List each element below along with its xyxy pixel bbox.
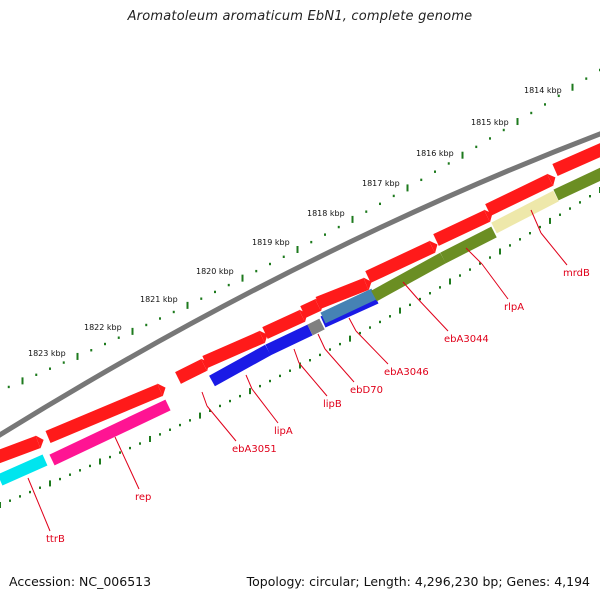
gene-arrow-head xyxy=(429,240,438,254)
label-leader-line xyxy=(120,449,140,490)
reverse-gene xyxy=(371,252,446,302)
gene-features xyxy=(0,143,600,486)
scale-label: 1823 kbp xyxy=(28,349,66,358)
label-leader-line xyxy=(293,348,300,364)
reverse-gene xyxy=(307,318,325,336)
gene-label: lipB xyxy=(323,399,342,410)
forward-gene xyxy=(202,331,265,368)
gene-label: rep xyxy=(135,492,151,503)
forward-gene xyxy=(365,241,435,283)
gene-arrow-head xyxy=(157,383,166,397)
forward-gene xyxy=(0,435,41,464)
label-leader-line xyxy=(416,297,449,332)
forward-gene xyxy=(485,174,553,216)
reverse-gene xyxy=(0,454,48,486)
reverse-gene xyxy=(440,226,497,264)
label-leader-line xyxy=(465,247,483,265)
label-leader-line xyxy=(251,388,279,424)
gene-arrow-head xyxy=(363,277,372,291)
gene-label: rlpA xyxy=(504,302,524,313)
label-leader-line xyxy=(317,333,326,350)
label-leader-line xyxy=(206,405,237,442)
scale-label: 1820 kbp xyxy=(196,267,234,276)
reverse-gene xyxy=(553,167,600,201)
scale-ticks xyxy=(0,68,600,508)
label-leader-line xyxy=(27,477,34,491)
scale-labels: 1814 kbp 1815 kbp 1816 kbp 1817 kbp 1818 kbp… xyxy=(28,86,562,358)
reverse-gene xyxy=(491,190,559,234)
gene-label: ttrB xyxy=(46,534,65,545)
scale-label: 1816 kbp xyxy=(416,149,454,158)
gene-label: ebA3044 xyxy=(444,334,489,345)
reverse-gene xyxy=(49,399,171,466)
scale-label: 1814 kbp xyxy=(524,86,562,95)
scale-label: 1821 kbp xyxy=(140,295,178,304)
forward-gene xyxy=(300,299,321,318)
label-leader-line xyxy=(348,317,357,332)
label-leader-line xyxy=(201,391,208,407)
accession-text: Accession: NC_006513 xyxy=(9,574,152,589)
gene-label: lipA xyxy=(274,426,293,437)
gene-arrow-head xyxy=(35,435,44,449)
gene-label: mrdB xyxy=(563,268,590,279)
forward-gene xyxy=(175,359,207,384)
label-leader-line xyxy=(245,374,253,390)
label-leader-line xyxy=(530,209,542,234)
gene-label: ebD70 xyxy=(350,385,383,396)
gene-label: ebA3051 xyxy=(232,444,277,455)
forward-gene xyxy=(552,143,600,176)
reverse-gene xyxy=(320,288,377,324)
genome-backbone xyxy=(0,131,600,438)
forward-gene xyxy=(262,310,305,339)
forward-gene xyxy=(315,277,369,310)
forward-gene xyxy=(45,384,163,443)
label-leader-line xyxy=(481,263,509,300)
scale-label: 1815 kbp xyxy=(471,118,509,127)
forward-gene xyxy=(433,210,490,246)
gene-arrow-head xyxy=(546,173,556,187)
genome-summary-text: Topology: circular; Length: 4,296,230 bp… xyxy=(246,574,590,589)
map-title: Aromatoleum aromaticum EbN1, complete ge… xyxy=(127,9,473,24)
label-leader-line xyxy=(298,362,328,397)
scale-label: 1819 kbp xyxy=(252,238,290,247)
label-leader-line xyxy=(355,330,389,365)
label-leader-line xyxy=(324,348,355,383)
scale-label: 1818 kbp xyxy=(307,209,345,218)
label-leaders xyxy=(27,209,568,532)
label-leader-line xyxy=(32,489,51,532)
reverse-gene xyxy=(209,344,271,387)
gene-label: ebA3046 xyxy=(384,367,429,378)
label-leader-line xyxy=(114,436,122,451)
label-leader-line xyxy=(402,281,418,299)
reverse-gene xyxy=(265,324,313,356)
label-leader-line xyxy=(540,232,568,266)
scale-label: 1817 kbp xyxy=(362,179,400,188)
scale-label: 1822 kbp xyxy=(84,323,122,332)
